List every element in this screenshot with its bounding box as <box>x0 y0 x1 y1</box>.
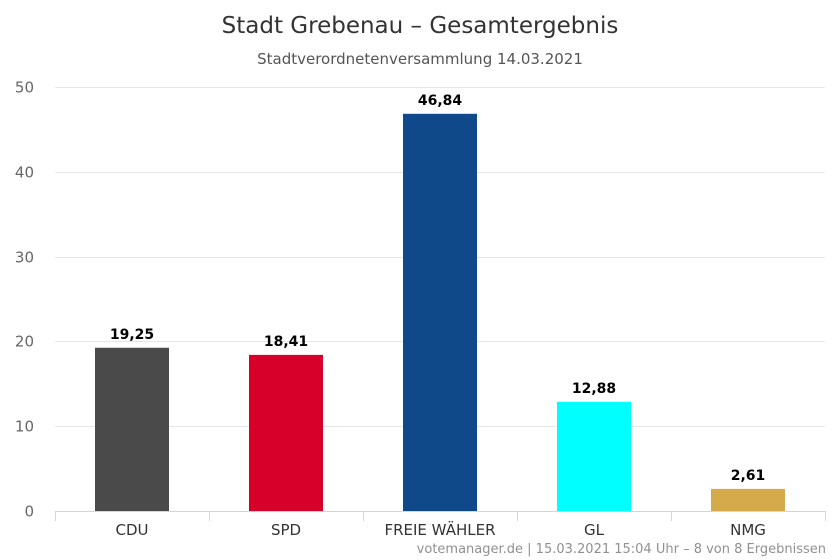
chart-title: Stadt Grebenau – Gesamtergebnis <box>222 13 619 39</box>
y-tick-label: 30 <box>15 249 34 267</box>
y-tick-label: 10 <box>15 418 34 436</box>
x-tick-label: FREIE WÄHLER <box>384 520 495 539</box>
chart-credit[interactable]: votemanager.de | 15.03.2021 15:04 Uhr – … <box>417 542 826 557</box>
y-tick-label: 50 <box>15 79 34 97</box>
bar-gl[interactable] <box>557 401 631 511</box>
y-tick-label: 40 <box>15 164 34 182</box>
bar-freie-w-hler[interactable] <box>403 113 477 511</box>
y-tick-label: 0 <box>24 503 34 521</box>
x-tick-label: CDU <box>115 521 148 539</box>
x-axis: CDU SPD FREIE WÄHLER GL NMG <box>55 511 826 539</box>
x-tick-label: SPD <box>271 521 301 539</box>
x-tick-label: GL <box>584 521 605 539</box>
bar-nmg[interactable] <box>711 488 785 511</box>
bar-cdu[interactable] <box>95 347 169 511</box>
y-axis-ticks: 0 10 20 30 40 50 <box>15 79 34 521</box>
data-label: 19,25 <box>110 327 154 343</box>
y-tick-label: 20 <box>15 333 34 351</box>
data-labels: 19,25 18,41 46,84 12,88 2,61 <box>110 93 765 484</box>
data-label: 46,84 <box>418 93 463 109</box>
chart-subtitle: Stadtverordnetenversammlung 14.03.2021 <box>257 50 583 68</box>
bar-spd[interactable] <box>249 354 323 511</box>
data-label: 2,61 <box>731 468 766 484</box>
data-label: 12,88 <box>572 381 616 397</box>
x-tick-label: NMG <box>730 521 766 539</box>
bars <box>95 113 785 511</box>
data-label: 18,41 <box>264 334 308 350</box>
